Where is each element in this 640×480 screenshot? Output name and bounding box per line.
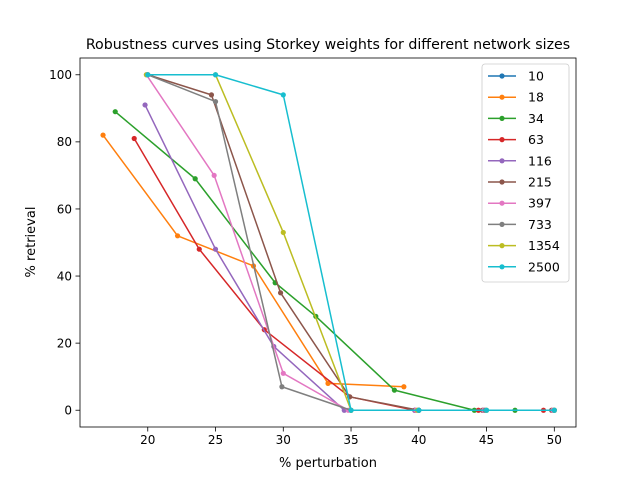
legend-label-63: 63 xyxy=(528,132,544,147)
axes: 20 25 30 35 40 45 50 0 20 40 60 80 100 xyxy=(49,57,577,447)
legend-entry-397: 397 xyxy=(488,196,552,211)
data-point-18-0 xyxy=(100,132,106,138)
data-point-733-2 xyxy=(279,384,285,390)
legend-marker-63 xyxy=(499,137,505,143)
legend-entry-733: 733 xyxy=(488,217,552,232)
data-point-116-0 xyxy=(142,102,148,108)
legend-label-34: 34 xyxy=(528,111,544,126)
legend-entry-215: 215 xyxy=(488,175,552,190)
legend-label-2500: 2500 xyxy=(528,259,560,274)
legend-label-116: 116 xyxy=(528,153,552,168)
legend-marker-18 xyxy=(499,94,505,100)
data-point-63-0 xyxy=(131,135,137,142)
legend-label-397: 397 xyxy=(528,196,552,211)
y-tick-label: 0 xyxy=(64,404,72,418)
series-2500 xyxy=(145,72,557,413)
data-point-34-4 xyxy=(391,387,397,393)
legend-marker-10 xyxy=(499,73,505,79)
x-tick-label: 40 xyxy=(411,433,426,447)
axes-frame xyxy=(79,57,577,428)
data-point-18-1 xyxy=(174,233,181,239)
x-tick-label: 35 xyxy=(343,433,358,447)
series-line-18 xyxy=(102,134,404,388)
legend-entry-116: 116 xyxy=(488,153,552,168)
legend-entry-1354: 1354 xyxy=(488,238,560,253)
data-point-397-1 xyxy=(211,172,217,179)
data-point-2500-4 xyxy=(416,407,422,413)
legend-label-1354: 1354 xyxy=(528,238,560,253)
y-tick-label: 80 xyxy=(57,135,72,149)
y-tick-label: 100 xyxy=(49,68,72,82)
legend-label-18: 18 xyxy=(528,90,544,105)
x-tick-label: 30 xyxy=(276,433,291,447)
x-tick-label: 45 xyxy=(479,433,494,447)
legend-entry-10: 10 xyxy=(488,69,544,84)
y-tick-label: 40 xyxy=(57,269,72,283)
data-point-1354-2 xyxy=(280,229,286,236)
data-point-63-1 xyxy=(196,246,202,252)
y-axis-label: % retrieval xyxy=(24,207,39,278)
legend-marker-116 xyxy=(499,158,505,164)
chart-title: Robustness curves using Storkey weights … xyxy=(86,37,570,53)
legend-marker-215 xyxy=(499,179,505,185)
x-tick-label: 50 xyxy=(547,433,562,447)
x-tick-label: 25 xyxy=(208,433,223,447)
data-point-733-1 xyxy=(212,99,219,105)
series-18 xyxy=(100,132,407,390)
data-point-34-1 xyxy=(192,176,198,182)
x-tick-label: 20 xyxy=(140,433,155,447)
legend-label-10: 10 xyxy=(528,69,544,84)
legend-marker-733 xyxy=(499,221,505,227)
legend: 10 18 34 63 116 215 397 733 1354 2500 xyxy=(481,63,570,283)
data-point-215-2 xyxy=(277,290,284,296)
legend-marker-397 xyxy=(499,200,505,206)
data-point-397-2 xyxy=(280,370,286,376)
data-point-2500-3 xyxy=(348,407,354,413)
legend-marker-34 xyxy=(499,115,505,121)
legend-marker-1354 xyxy=(499,243,505,249)
plot-area xyxy=(100,72,557,413)
data-point-2500-1 xyxy=(212,72,219,78)
y-tick-label: 20 xyxy=(57,336,72,350)
legend-marker-2500 xyxy=(499,264,505,270)
legend-label-733: 733 xyxy=(528,217,552,232)
legend-entry-34: 34 xyxy=(488,111,544,126)
data-point-116-1 xyxy=(212,246,219,252)
data-point-215-1 xyxy=(208,92,215,98)
legend-entry-18: 18 xyxy=(488,90,544,105)
legend-label-215: 215 xyxy=(528,175,552,190)
data-point-18-4 xyxy=(401,384,407,390)
data-point-34-0 xyxy=(112,109,118,115)
x-axis-label: % perturbation xyxy=(279,456,377,471)
legend-entry-63: 63 xyxy=(488,132,544,147)
legend-entry-2500: 2500 xyxy=(488,259,560,274)
data-point-2500-0 xyxy=(145,72,151,78)
data-point-2500-6 xyxy=(551,407,557,413)
y-tick-label: 60 xyxy=(57,202,72,216)
data-point-18-3 xyxy=(325,380,331,386)
data-point-2500-5 xyxy=(483,407,490,413)
data-point-2500-2 xyxy=(280,92,286,98)
